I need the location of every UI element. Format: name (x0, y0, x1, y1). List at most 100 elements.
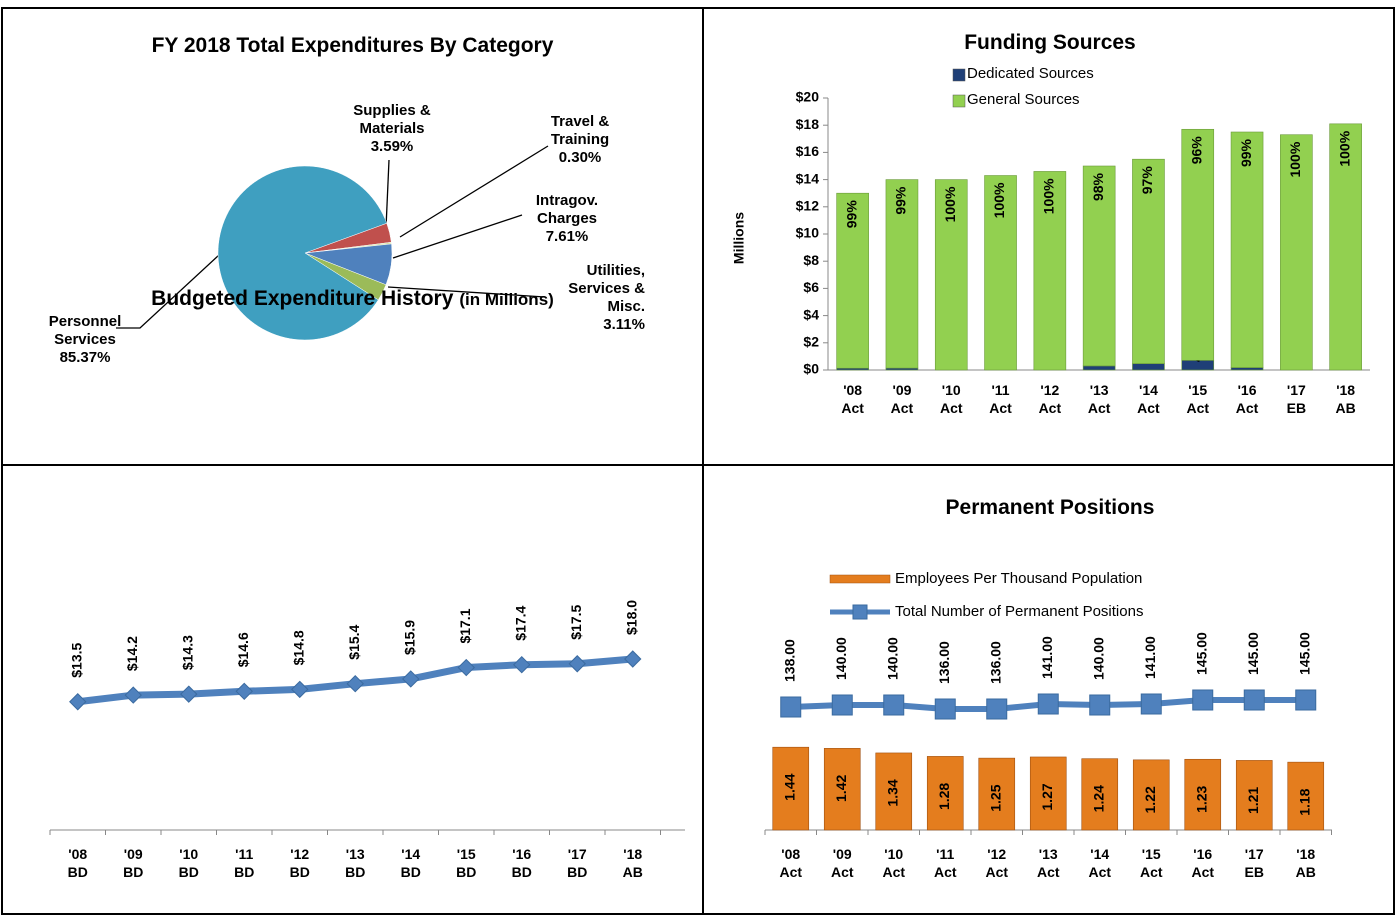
bar (1235, 760, 1273, 831)
value-label: $14.6 (235, 632, 251, 667)
legend-label: Dedicated Sources (967, 65, 1094, 82)
share-label: 98% (1090, 172, 1106, 201)
chart-title-text: Budgeted Expenditure History (151, 287, 454, 310)
chart-title: Permanent Positions (945, 496, 1155, 519)
x-tick-label: '08 Act (841, 382, 864, 416)
marker (1243, 689, 1265, 711)
pie-slice (217, 165, 388, 341)
leader-lines (116, 145, 549, 329)
share-label: 100% (1336, 130, 1352, 166)
x-tick-label: '17 BD (567, 846, 588, 880)
x-tick-label: '16 Act (1191, 846, 1215, 880)
x-tick-label: '11 Act (933, 846, 957, 880)
x-tick-label: '10 BD (178, 846, 199, 880)
value-label: 136.00 (987, 641, 1003, 684)
marker (1140, 693, 1162, 715)
x-tick-label: '15 Act (1186, 382, 1210, 416)
value-label: 140.00 (884, 637, 900, 680)
value-label: 1.18 (1296, 788, 1312, 815)
legend-label: General Sources (967, 91, 1080, 108)
leader-line (392, 214, 523, 259)
marker (1037, 693, 1059, 715)
x-tick-label: '10 Act (882, 846, 906, 880)
bar (978, 757, 1016, 831)
x-tick-label: '14 BD (400, 846, 421, 880)
x-tick-label: '18 AB (622, 846, 643, 880)
value-label: $15.4 (346, 624, 362, 659)
value-label: 141.00 (1142, 636, 1158, 679)
x-tick-label: '13 Act (1036, 846, 1060, 880)
x-tick-label: '12 Act (1038, 382, 1062, 416)
x-tick-label: '09 Act (830, 846, 854, 880)
share-label: 96% (1188, 136, 1204, 165)
chart-title: Budgeted Expenditure History (in Millions… (30, 287, 675, 311)
share-label: 97% (1139, 166, 1155, 195)
share-label: 99% (843, 200, 859, 229)
bar (1081, 758, 1119, 831)
pie-label: Utilities, Services & Misc. 3.11% (535, 262, 645, 334)
x-tick-label: '16 BD (511, 846, 532, 880)
x-tick-label: '09 BD (123, 846, 144, 880)
marker (1192, 689, 1214, 711)
bar-segment (885, 179, 919, 369)
legend-swatch (952, 94, 966, 108)
category-label: Personnel Services (48, 313, 122, 348)
leader-line (399, 145, 549, 238)
y-tick-label: $6 (803, 279, 819, 295)
x-tick-label: '15 BD (456, 846, 477, 880)
value-label: $14.8 (290, 630, 306, 665)
share-label: 100% (991, 182, 1007, 218)
value-label: 1.42 (833, 775, 849, 802)
value-label: $15.9 (401, 620, 417, 655)
chart-subtitle: (in Millions) (459, 290, 554, 309)
legend-label: Employees Per Thousand Population (895, 570, 1143, 587)
x-tick-label: '13 Act (1087, 382, 1111, 416)
x-tick-label: '08 BD (67, 846, 88, 880)
value-label: 3.11% (603, 316, 645, 333)
bar (1287, 761, 1325, 831)
x-tick-label: '18 AB (1335, 382, 1356, 416)
marker (235, 682, 253, 701)
marker (1295, 689, 1317, 711)
value-label: $13.5 (68, 643, 84, 678)
chart-title: FY 2018 Total Expenditures By Category (151, 34, 554, 57)
value-label: 1.21 (1245, 787, 1261, 814)
chart-title: Funding Sources (964, 31, 1136, 54)
bar-segment (1230, 367, 1264, 371)
bar-segment (1230, 131, 1264, 368)
bar (1132, 759, 1170, 831)
marker (934, 698, 956, 720)
pie-label: Intragov. Charges 7.61% (522, 192, 612, 246)
value-label: 141.00 (1039, 636, 1055, 679)
x-tick-label: '14 Act (1088, 846, 1112, 880)
share-label: 100% (1287, 141, 1303, 177)
legend-label: Total Number of Permanent Positions (895, 603, 1144, 620)
bar (823, 748, 861, 831)
x-tick-label: '13 BD (345, 846, 366, 880)
y-tick-label: $10 (796, 225, 820, 241)
value-label: $17.5 (568, 605, 584, 640)
marker (831, 694, 853, 716)
category-label: Intragov. Charges (535, 192, 599, 227)
value-label: $17.4 (512, 605, 528, 640)
value-label: 1.22 (1142, 786, 1158, 813)
pie-label: Personnel Services 85.37% (35, 313, 135, 367)
y-tick-label: $0 (803, 361, 819, 377)
value-label: 140.00 (833, 637, 849, 680)
x-tick-label: '10 Act (939, 382, 963, 416)
x-tick-label: '18 AB (1295, 846, 1316, 880)
bar-segment (1132, 363, 1165, 371)
value-label: 1.24 (1090, 785, 1106, 812)
value-label: 1.44 (781, 773, 797, 800)
bar-segment (1280, 134, 1313, 371)
bar (926, 756, 964, 831)
x-tick-label: '11 BD (234, 846, 255, 880)
x-tick-label: '11 Act (989, 382, 1012, 416)
legend-marker (852, 604, 868, 620)
bar-segment (1033, 171, 1067, 371)
marker (1089, 694, 1111, 716)
x-tick-label: '15 Act (1139, 846, 1163, 880)
y-tick-label: $14 (796, 170, 820, 186)
